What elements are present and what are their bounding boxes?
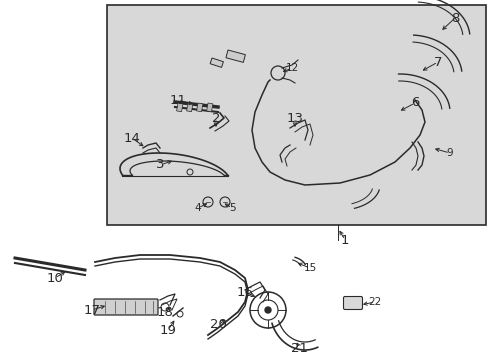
- Text: 16: 16: [236, 285, 253, 298]
- Text: 5: 5: [228, 203, 235, 213]
- Text: 8: 8: [450, 12, 458, 24]
- Text: 21: 21: [291, 342, 308, 355]
- Text: 4: 4: [194, 203, 201, 213]
- Text: 11: 11: [169, 94, 186, 107]
- Text: 20: 20: [209, 319, 226, 332]
- Bar: [210, 58, 223, 67]
- Text: 2: 2: [211, 112, 220, 125]
- FancyBboxPatch shape: [343, 297, 362, 310]
- Text: 22: 22: [367, 297, 381, 307]
- Text: 18: 18: [156, 306, 173, 320]
- Circle shape: [264, 307, 270, 313]
- Text: 7: 7: [433, 55, 441, 68]
- Text: 9: 9: [446, 148, 452, 158]
- Text: 17: 17: [83, 303, 101, 316]
- Bar: [176, 103, 183, 112]
- Text: 19: 19: [159, 324, 176, 337]
- Bar: [225, 50, 245, 62]
- Bar: [186, 103, 193, 112]
- Bar: [206, 103, 212, 112]
- Bar: [107, 5, 485, 225]
- Text: 10: 10: [46, 271, 63, 284]
- Text: 14: 14: [123, 131, 140, 144]
- FancyBboxPatch shape: [94, 299, 158, 315]
- Bar: [196, 103, 203, 112]
- Text: 6: 6: [410, 96, 418, 109]
- Text: 13: 13: [286, 112, 303, 125]
- Text: 1: 1: [340, 234, 348, 247]
- Text: 15: 15: [303, 263, 316, 273]
- Text: 12: 12: [285, 63, 298, 73]
- Text: 3: 3: [156, 158, 164, 171]
